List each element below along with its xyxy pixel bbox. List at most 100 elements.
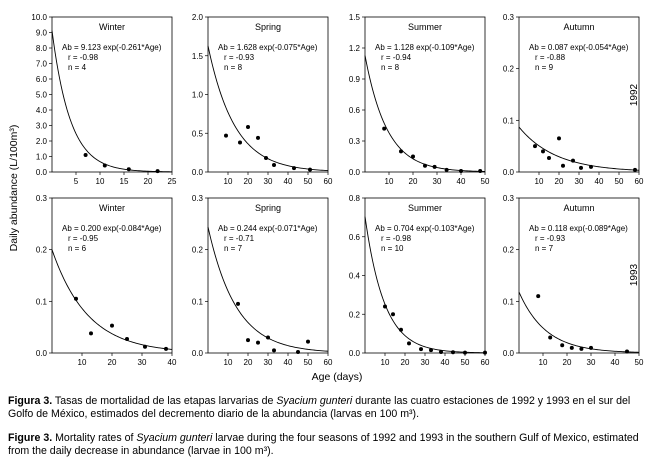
data-point [560,343,565,348]
data-point [579,165,583,170]
fit-n-value: n = 10 [381,244,404,253]
panel-1993-spring: 0.0 0.1 0.2 0.3 10 20 30 40 50 60 Spring Ab = 0.244… [192,194,333,367]
y-tick-label: 0.0 [349,168,361,177]
y-tick-label: 0.1 [192,297,204,306]
data-point [557,136,561,141]
y-tick-label: 1.5 [349,13,361,22]
x-tick-label: 20 [244,358,253,367]
panel-title: Autumn [563,22,594,32]
data-point [589,164,593,169]
y-tick-label: 10.0 [31,13,47,22]
fit-curve [207,45,329,172]
x-tick-label: 30 [264,358,273,367]
data-point [143,344,147,349]
data-point [423,163,427,168]
caption-en-lead: Figure 3. [8,432,53,444]
year-label-1992: 1992 [629,83,640,106]
data-point [633,167,637,172]
y-axis-main-label: Daily abundance (L/100m³) [8,125,20,252]
data-point [399,327,403,332]
fit-n-value: n = 7 [224,244,243,253]
fit-r-value: r = -0.93 [535,234,566,243]
y-tick-label: 0.2 [192,246,204,255]
data-point [266,335,270,340]
y-tick-label: 0.4 [349,272,361,281]
plot-frame [518,16,640,173]
fit-equation: Ab = 1.628 exp(-0.075*Age) [218,43,318,52]
data-point [236,301,240,306]
x-tick-label: 40 [284,358,293,367]
fit-n-value: n = 4 [68,63,87,72]
fit-r-value: r = -0.94 [381,53,412,62]
panel-1993-autumn: 0.0 0.1 0.2 0.3 10 20 30 40 50 Autumn Ab = 0.118 e… [503,194,644,367]
data-point [382,126,387,131]
fit-r-value: r = -0.98 [68,53,99,62]
x-tick-label: 30 [264,177,273,186]
data-point [306,339,310,344]
panel-title: Summer [408,203,442,213]
x-tick-label: 40 [168,358,177,367]
y-tick-label: 0.0 [503,168,515,177]
data-point [451,350,455,355]
data-point [463,350,467,355]
y-tick-label: 0.6 [349,106,361,115]
x-tick-label: 20 [555,177,564,186]
data-point [547,156,551,161]
x-tick-label: 10 [224,177,233,186]
y-tick-label: 0.0 [503,349,515,358]
x-tick-label: 10 [381,358,390,367]
panel-title: Summer [408,22,442,32]
x-tick-label: 30 [587,358,596,367]
data-point [272,163,276,168]
data-point [561,163,565,168]
x-tick-label: 40 [611,358,620,367]
y-tick-label: 0.2 [36,246,48,255]
y-tick-label: 0.9 [349,75,361,84]
data-point [391,312,395,317]
x-tick-label: 30 [433,177,442,186]
y-tick-label: 1.0 [36,153,48,162]
data-point [264,156,268,161]
caption-es-species: Syacium gunteri [276,395,353,407]
y-tick-label: 0.0 [349,349,361,358]
y-tick-label: 5.0 [36,91,48,100]
y-tick-label: 7.0 [36,60,48,69]
data-point [579,346,584,351]
data-point [256,135,260,140]
data-point [246,338,250,343]
y-tick-label: 2.0 [36,137,48,146]
fit-n-value: n = 6 [68,244,87,253]
fit-n-value: n = 7 [535,244,554,253]
data-point [419,347,423,352]
y-tick-label: 0.2 [503,246,515,255]
x-tick-label: 40 [457,177,466,186]
data-point [125,337,129,342]
x-tick-label: 15 [120,177,129,186]
data-point [411,154,415,159]
data-point [483,350,487,355]
x-tick-label: 10 [96,177,105,186]
fit-equation: Ab = 0.200 exp(-0.084*Age) [62,224,162,233]
data-point [429,348,433,353]
panel-1993-winter: 0.0 0.1 0.2 0.3 10 20 30 40 Winter Ab = 0.200 exp… [36,194,177,367]
data-point [383,304,387,309]
x-tick-label: 50 [304,177,313,186]
panel-1992-summer: 0.0 0.3 0.6 0.9 1.2 1.5 10 20 30 40 50 Summer Ab = 1… [349,13,490,186]
y-tick-label: 0.0 [192,168,204,177]
x-tick-label: 50 [304,358,313,367]
y-tick-label: 1.5 [192,52,204,61]
data-point [296,349,300,354]
data-point [74,296,78,301]
data-point [308,167,312,172]
fit-n-value: n = 8 [381,63,400,72]
y-tick-label: 0.3 [503,13,515,22]
plot-frame [51,16,173,173]
data-point [155,169,160,174]
x-tick-label: 60 [324,177,333,186]
y-tick-label: 2.0 [192,13,204,22]
data-point [569,345,574,350]
y-tick-label: 6.0 [36,75,48,84]
data-point [224,133,228,138]
data-point [89,331,93,336]
x-tick-label: 60 [635,177,644,186]
